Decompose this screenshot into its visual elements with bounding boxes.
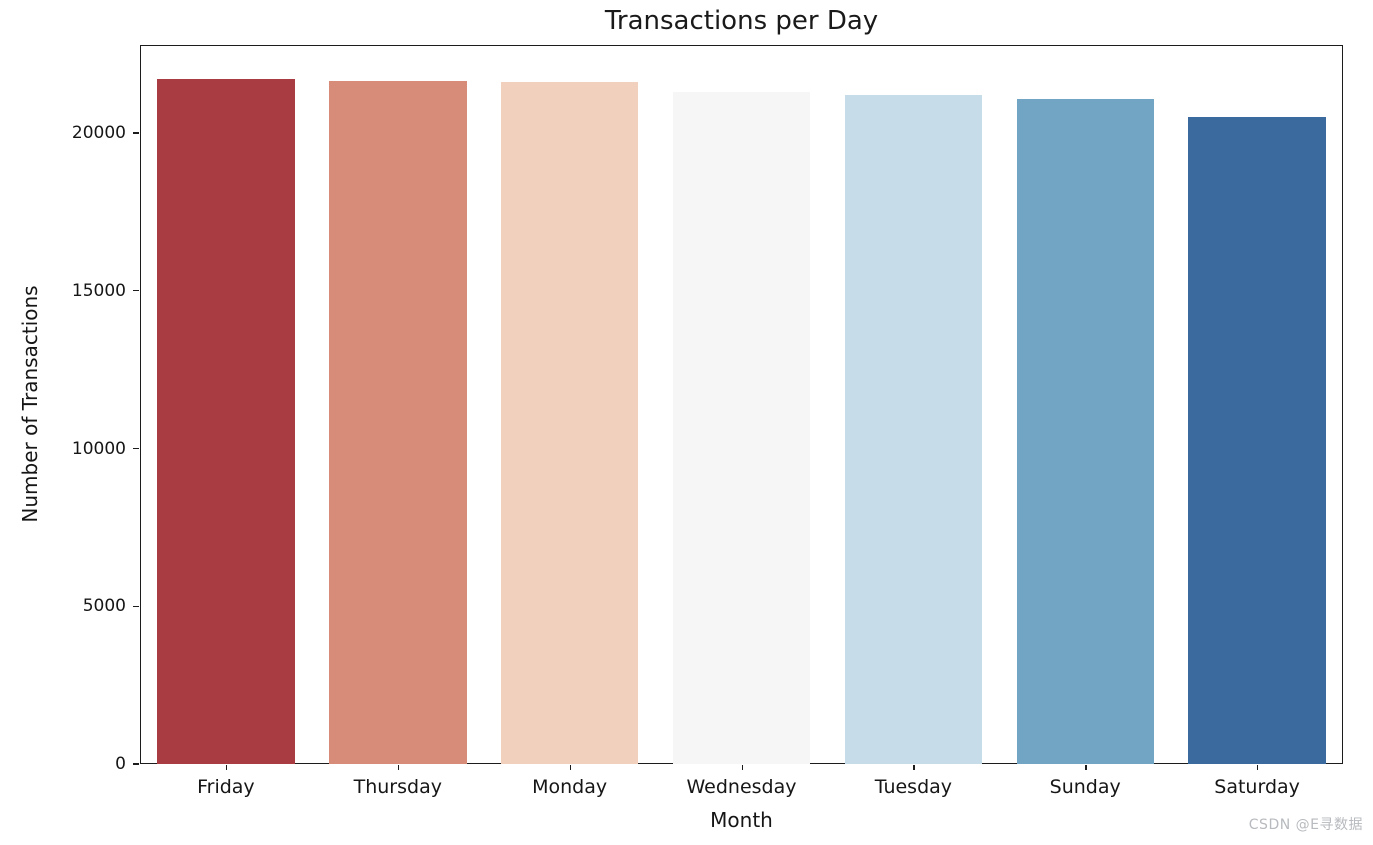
bar-friday <box>157 79 295 764</box>
x-axis-label: Month <box>710 808 773 832</box>
y-axis-label: Number of Transactions <box>18 285 42 523</box>
x-tick-mark <box>569 765 571 770</box>
y-tick-label-15000: 15000 <box>71 280 126 301</box>
y-tick-mark <box>133 605 139 607</box>
y-tick-mark <box>133 763 139 765</box>
y-tick-mark <box>133 447 139 450</box>
x-tick-mark <box>741 765 743 770</box>
y-tick-label-10000: 10000 <box>71 438 126 459</box>
x-tick-label-tuesday: Tuesday <box>874 776 953 798</box>
bar-sunday <box>1016 98 1154 764</box>
x-tick-mark <box>397 765 400 770</box>
x-tick-mark <box>913 765 915 770</box>
bar-monday <box>500 81 639 764</box>
y-tick-label-5000: 5000 <box>82 596 126 617</box>
bar-saturday <box>1188 116 1326 764</box>
bar-tuesday <box>844 95 983 764</box>
bar-wednesday <box>672 92 811 764</box>
y-tick-label-20000: 20000 <box>71 123 126 143</box>
x-tick-label-saturday: Saturday <box>1214 776 1300 798</box>
x-tick-label-sunday: Sunday <box>1049 776 1121 798</box>
chart-title: Transactions per Day <box>604 6 879 36</box>
y-tick-mark <box>133 290 139 292</box>
x-tick-label-friday: Friday <box>197 776 255 798</box>
bar-thursday <box>329 81 467 764</box>
watermark: CSDN @E寻数据 <box>1248 817 1363 833</box>
y-tick-label-0: 0 <box>115 754 126 774</box>
x-tick-mark <box>1085 765 1087 770</box>
y-tick-mark <box>133 132 139 134</box>
x-tick-label-wednesday: Wednesday <box>686 776 797 798</box>
x-tick-mark <box>1257 765 1259 770</box>
x-tick-label-monday: Monday <box>532 776 608 798</box>
x-tick-mark <box>225 765 228 770</box>
x-tick-label-thursday: Thursday <box>353 776 442 798</box>
